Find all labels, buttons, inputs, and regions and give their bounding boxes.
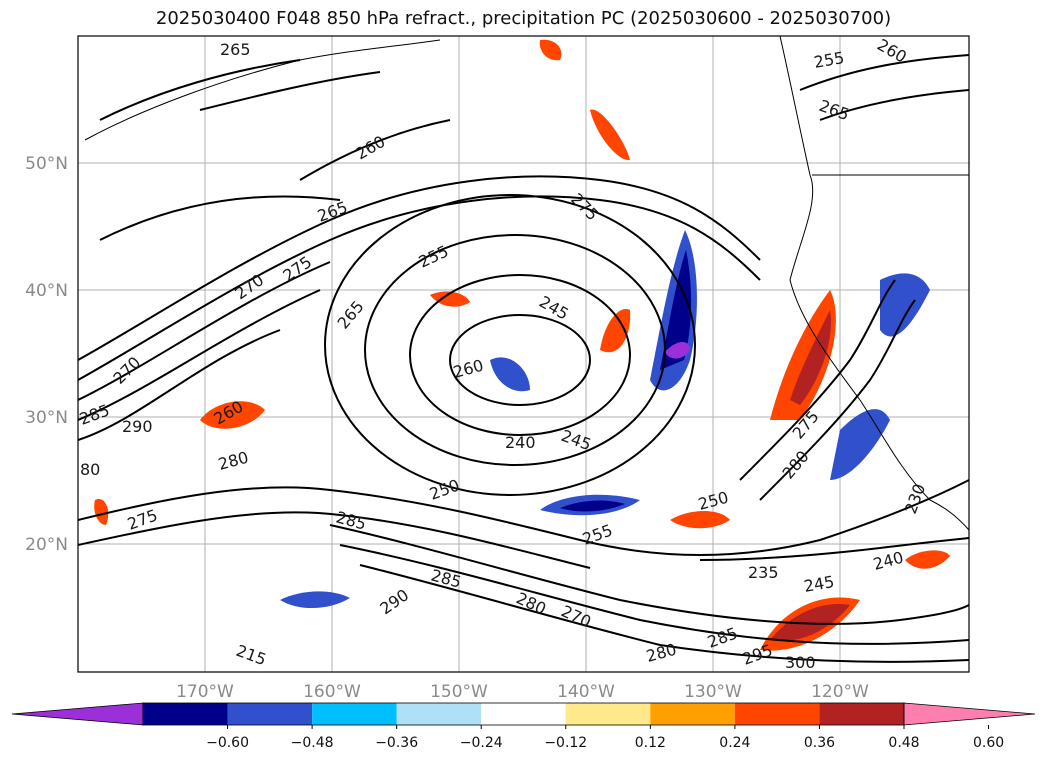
longitude-labels: 170°W 160°W 150°W 140°W 130°W 120°W bbox=[176, 682, 869, 702]
refractivity-contours bbox=[78, 54, 969, 663]
colorbar-tick-label: −0.48 bbox=[291, 735, 334, 751]
colorbar-segment bbox=[819, 703, 904, 725]
colorbar-extend-min bbox=[11, 702, 144, 726]
latitude-labels: 50°N 40°N 30°N 20°N bbox=[25, 154, 68, 555]
colorbar-tick-label: −0.60 bbox=[206, 735, 249, 751]
lon-label: 120°W bbox=[811, 682, 869, 702]
contour-label: 80 bbox=[80, 460, 100, 479]
contour-label: 265 bbox=[220, 40, 251, 59]
colorbar-ticks: −0.60 −0.48 −0.36 −0.24 −0.12 0.12 0.24 0.36 0.4… bbox=[206, 725, 1004, 751]
colorbar-tick-label: 0.12 bbox=[635, 735, 666, 751]
colorbar-tick-label: 0.36 bbox=[804, 735, 835, 751]
lat-label: 30°N bbox=[25, 408, 68, 428]
plot-border bbox=[77, 35, 970, 673]
lat-label: 20°N bbox=[25, 535, 68, 555]
colorbar: −0.60 −0.48 −0.36 −0.24 −0.12 0.12 0.24 0.36 0.4… bbox=[11, 702, 1036, 751]
lat-label: 40°N bbox=[25, 281, 68, 301]
colorbar-extend-max bbox=[903, 702, 1036, 726]
colorbar-segments bbox=[11, 702, 1036, 726]
colorbar-tick-label: 0.60 bbox=[973, 735, 1004, 751]
colorbar-segment bbox=[481, 703, 566, 725]
colorbar-segment bbox=[227, 703, 313, 725]
lat-label: 50°N bbox=[25, 154, 68, 174]
contour-label: 300 bbox=[785, 653, 816, 672]
colorbar-segment bbox=[650, 703, 735, 725]
colorbar-tick-label: −0.24 bbox=[460, 735, 503, 751]
colorbar-tick-label: 0.24 bbox=[719, 735, 750, 751]
colorbar-tick-label: 0.48 bbox=[888, 735, 919, 751]
colorbar-tick-label: −0.12 bbox=[544, 735, 587, 751]
coastlines bbox=[84, 36, 969, 531]
map-title: 2025030400 F048 850 hPa refract., precip… bbox=[155, 8, 892, 29]
lon-label: 140°W bbox=[557, 682, 615, 702]
colorbar-segment bbox=[143, 703, 228, 725]
colorbar-tick-label: −0.36 bbox=[375, 735, 418, 751]
colorbar-segment bbox=[734, 703, 820, 725]
precipitation-shading bbox=[94, 39, 950, 651]
contour-label: 240 bbox=[505, 433, 536, 452]
map-plot-area: 265 260 265 270 275 255 245 260 265 280 … bbox=[78, 36, 969, 672]
lon-label: 160°W bbox=[303, 682, 361, 702]
colorbar-segment bbox=[565, 703, 651, 725]
colorbar-border bbox=[142, 702, 905, 726]
lon-label: 150°W bbox=[430, 682, 488, 702]
contour-label: 235 bbox=[748, 563, 779, 582]
lon-label: 130°W bbox=[684, 682, 742, 702]
colorbar-segment bbox=[396, 703, 482, 725]
colorbar-segment bbox=[312, 703, 397, 725]
lon-label: 170°W bbox=[176, 682, 234, 702]
contour-label: 290 bbox=[122, 417, 153, 436]
